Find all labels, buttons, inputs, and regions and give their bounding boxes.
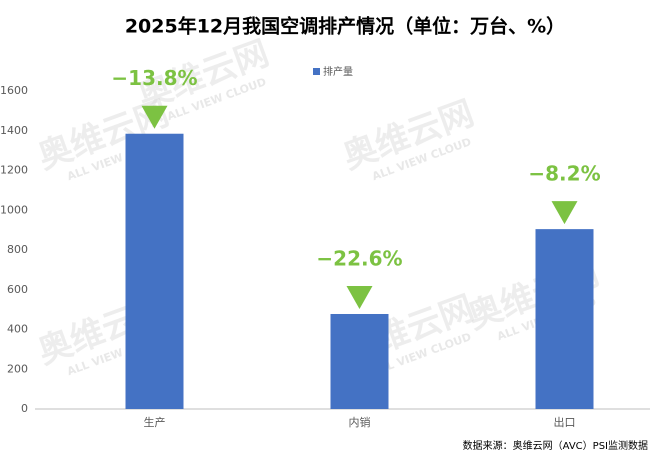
source-note: 数据来源：奥维云网（AVC）PSI监测数据 — [463, 439, 648, 452]
bar — [535, 229, 594, 409]
y-tick-label: 1400 — [0, 124, 28, 137]
legend-label: 排产量 — [323, 65, 353, 78]
y-tick-label: 200 — [7, 362, 28, 375]
y-tick-label: 0 — [21, 402, 28, 415]
change-arrow — [346, 285, 373, 309]
x-tick-label: 内销 — [349, 415, 371, 429]
change-label: −8.2% — [528, 162, 600, 186]
x-tick-label: 生产 — [144, 415, 166, 429]
y-tick-label: 800 — [7, 243, 28, 256]
change-label: −22.6% — [316, 246, 402, 270]
bar — [330, 313, 389, 409]
change-arrow — [551, 201, 578, 225]
chart-title: 2025年12月我国空调排产情况（单位：万台、%） — [125, 15, 565, 38]
change-arrow — [141, 105, 168, 129]
y-tick-label: 400 — [7, 323, 28, 336]
x-tick-label: 出口 — [554, 415, 576, 429]
bar — [125, 133, 184, 409]
y-tick-label: 1200 — [0, 164, 28, 177]
change-label: −13.8% — [111, 66, 197, 90]
y-tick-label: 1000 — [0, 203, 28, 216]
legend-swatch — [313, 68, 320, 75]
y-tick-label: 1600 — [0, 84, 28, 97]
y-tick-label: 600 — [7, 283, 28, 296]
